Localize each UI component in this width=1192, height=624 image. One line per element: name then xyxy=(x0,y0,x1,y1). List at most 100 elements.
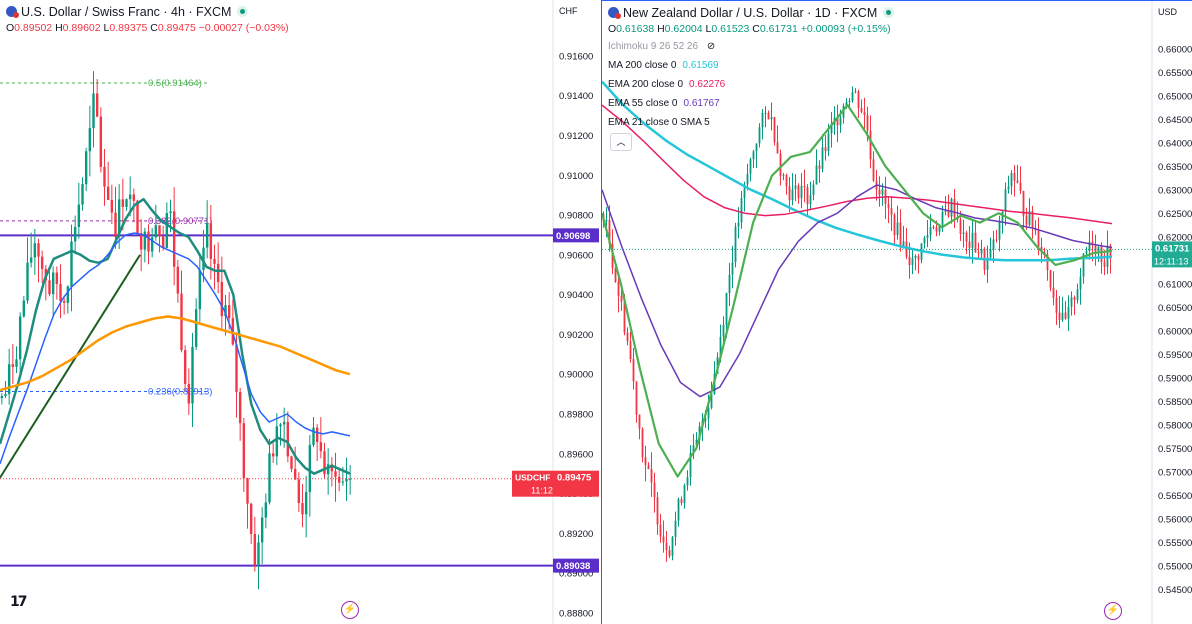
candle-body xyxy=(851,92,854,101)
y-tick-label: 0.61000 xyxy=(1158,279,1192,290)
candle-body xyxy=(734,226,737,263)
usdchf-close: 0.89475 xyxy=(157,22,196,34)
candle-body xyxy=(743,184,746,198)
price-tag-label: 0.61731 xyxy=(1155,243,1190,254)
currency-label: CHF xyxy=(559,6,578,16)
candle-body xyxy=(345,479,348,482)
candle-body xyxy=(132,194,136,201)
candle-body xyxy=(73,226,77,242)
usdchf-chart-pane[interactable]: CHF 0.91600 0.91400 0.91200 0.91000 0.90800 0.… xyxy=(0,0,600,624)
candle-body xyxy=(719,336,722,358)
nzd-usd-flag-icon xyxy=(608,7,621,19)
indicator-line xyxy=(0,315,351,392)
candle-body xyxy=(1010,173,1013,187)
candle-body xyxy=(1052,287,1055,298)
candle-body xyxy=(893,214,896,236)
nzdusd-chart-canvas[interactable]: USD 0.66000 0.65500 0.65000 0.64500 0.64000 0.… xyxy=(602,1,1192,624)
candle-body xyxy=(989,249,992,258)
candle-body xyxy=(911,257,914,266)
candle-body xyxy=(125,199,128,207)
candle-body xyxy=(227,305,231,319)
candle-body xyxy=(947,210,950,217)
candle-body xyxy=(1082,253,1085,277)
candle-body xyxy=(37,243,40,257)
candle-body xyxy=(863,111,866,116)
candle-body xyxy=(794,185,797,190)
candle-body xyxy=(268,453,271,503)
candle-body xyxy=(908,256,911,266)
candle-body xyxy=(1094,245,1097,252)
candle-body xyxy=(962,232,965,234)
candle-body xyxy=(99,116,103,167)
usdchf-chart-canvas[interactable]: CHF 0.91600 0.91400 0.91200 0.91000 0.90800 0.… xyxy=(0,0,600,624)
candle-body xyxy=(301,503,304,515)
y-tick-label: 0.56000 xyxy=(1158,514,1192,525)
candle-body xyxy=(605,219,608,222)
level-price-label: 0.89038 xyxy=(556,561,590,572)
y-tick-label: 0.91000 xyxy=(559,171,593,182)
candle-body xyxy=(668,549,671,556)
lightning-icon[interactable]: ⚡ xyxy=(341,601,359,619)
indicator-ema55[interactable]: EMA 55 close 0 0.61767 xyxy=(608,98,720,109)
y-tick-label: 0.59000 xyxy=(1158,373,1192,384)
indicator-ema200[interactable]: EMA 200 close 0 0.62276 xyxy=(608,79,725,90)
candle-body xyxy=(665,542,668,550)
candle-body xyxy=(1097,246,1100,252)
usdchf-open: 0.89502 xyxy=(14,22,53,34)
candle-body xyxy=(172,211,176,267)
fibonacci-level-label: 0.236(0.89913) xyxy=(148,387,212,398)
candle-body xyxy=(995,239,998,241)
y-tick-label: 0.59500 xyxy=(1158,350,1192,361)
candle-body xyxy=(620,295,623,302)
candle-body xyxy=(290,456,293,469)
candle-body xyxy=(22,300,26,317)
nzdusd-chart-pane[interactable]: USD 0.66000 0.65500 0.65000 0.64500 0.64000 0.… xyxy=(601,0,1192,624)
indicator-line xyxy=(602,103,1113,478)
candle-body xyxy=(614,268,617,283)
candle-body xyxy=(286,421,290,457)
y-tick-label: 0.90200 xyxy=(559,330,593,341)
candle-body xyxy=(213,258,216,264)
indicator-ichimoku[interactable]: Ichimoku 9 26 52 26 ⊘ xyxy=(608,41,715,52)
candle-body xyxy=(674,520,677,537)
candle-body xyxy=(77,204,81,227)
nzdusd-close: 0.61731 xyxy=(759,23,798,35)
candle-body xyxy=(647,464,650,470)
candle-body xyxy=(803,185,806,188)
candle-body xyxy=(644,457,647,465)
candle-body xyxy=(824,147,827,152)
price-tag-bg xyxy=(553,470,599,497)
candle-body xyxy=(187,383,191,404)
candle-body xyxy=(1055,297,1058,313)
usdchf-change: −0.00027 (−0.03%) xyxy=(198,22,289,34)
candle-body xyxy=(731,262,734,275)
candle-body xyxy=(1013,173,1016,181)
candle-body xyxy=(238,391,242,424)
candle-body xyxy=(224,305,227,317)
tradingview-logo-icon[interactable]: 17 xyxy=(10,594,28,610)
y-tick-label: 0.90000 xyxy=(559,370,593,381)
candle-body xyxy=(728,274,731,294)
eye-hidden-icon[interactable]: ⊘ xyxy=(706,41,716,52)
indicator-ma200[interactable]: MA 200 close 0 0.61569 xyxy=(608,60,719,71)
y-tick-label: 0.89800 xyxy=(559,410,593,421)
candle-body xyxy=(767,112,770,120)
y-tick-label: 0.66000 xyxy=(1158,44,1192,55)
candle-body xyxy=(953,198,956,218)
candle-body xyxy=(935,227,938,232)
candle-body xyxy=(761,113,764,128)
candle-body xyxy=(180,293,183,351)
lightning-icon[interactable]: ⚡ xyxy=(1104,602,1122,620)
nzdusd-high: 0.62004 xyxy=(664,23,703,35)
indicator-ema21[interactable]: EMA 21 close 0 SMA 5 xyxy=(608,117,710,128)
y-tick-label: 0.62000 xyxy=(1158,232,1192,243)
candle-body xyxy=(899,222,902,247)
candle-body xyxy=(656,497,659,525)
candle-body xyxy=(88,128,92,152)
candle-body xyxy=(158,225,161,237)
candle-body xyxy=(812,184,815,195)
candle-body xyxy=(773,117,776,143)
candle-body xyxy=(749,159,752,174)
collapse-indicators-button[interactable]: ︿ xyxy=(610,133,632,151)
candle-body xyxy=(887,203,890,209)
